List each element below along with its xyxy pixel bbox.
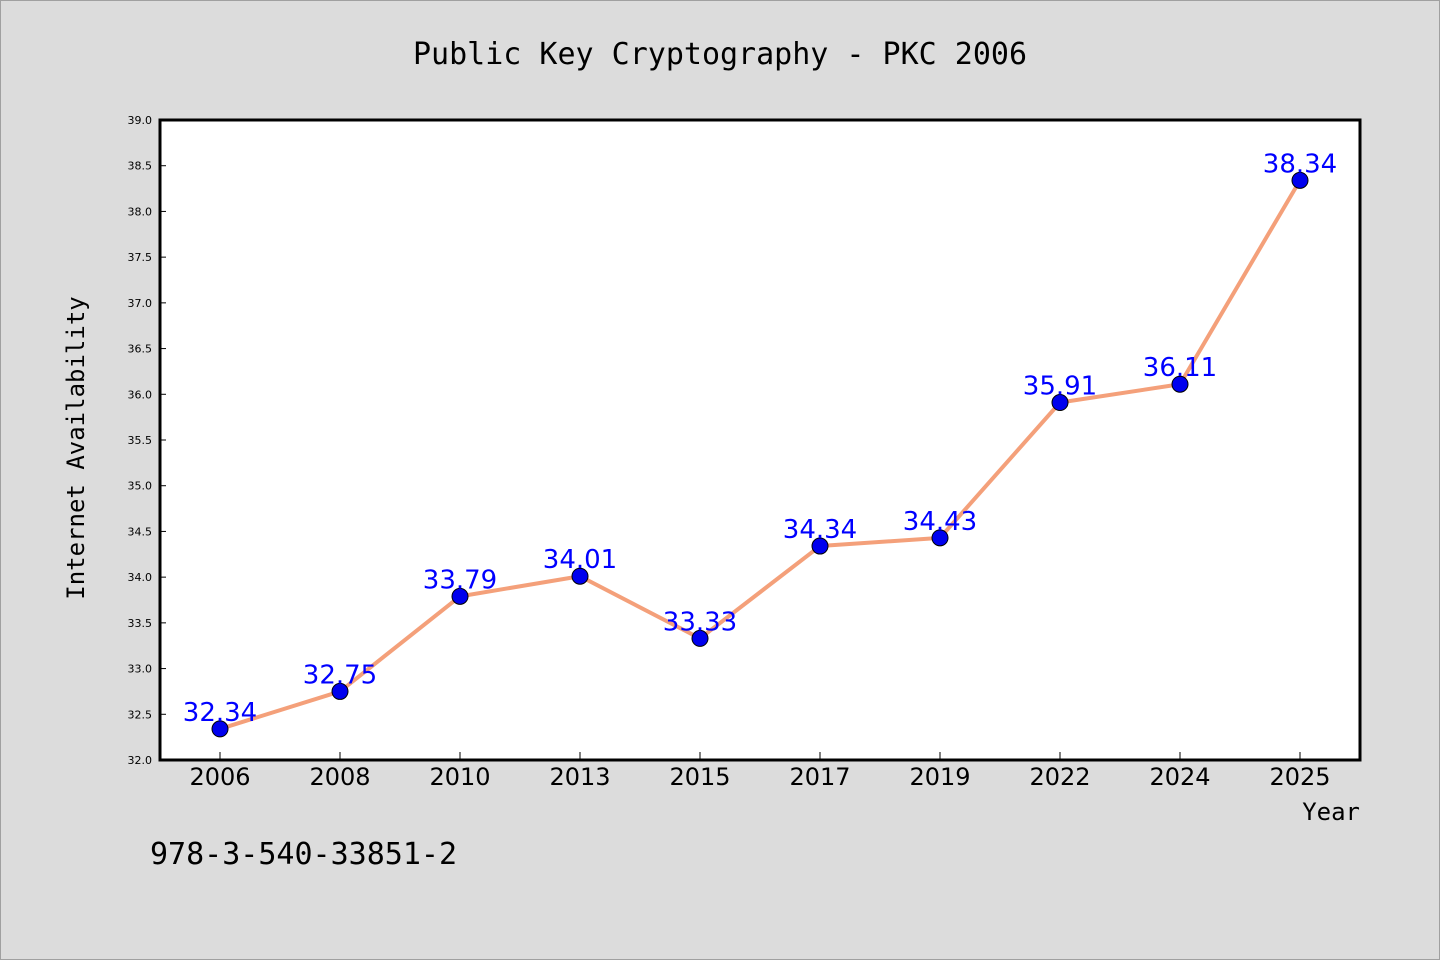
chart-title: Public Key Cryptography - PKC 2006 — [413, 37, 1027, 72]
y-tick-label: 33.0 — [128, 663, 153, 676]
data-point — [931, 529, 949, 547]
x-tick-label: 2015 — [669, 763, 730, 791]
y-tick-label: 35.0 — [128, 480, 153, 493]
x-tick-label: 2022 — [1029, 763, 1090, 791]
marker-group — [211, 171, 1309, 738]
plot-border — [158, 118, 1362, 762]
x-axis: 2006 2008 2010 2013 2015 2017 2019 2022 2024 2025 — [189, 752, 1331, 791]
y-tick-label: 37.0 — [128, 297, 153, 310]
data-label: 32.75 — [303, 660, 377, 690]
x-tick-label: 2008 — [309, 763, 370, 791]
data-label: 33.33 — [663, 607, 737, 637]
y-tick-label: 39.0 — [128, 114, 153, 127]
data-label: 32.34 — [183, 698, 257, 728]
data-label: 33.79 — [423, 565, 497, 595]
y-axis-label: Internet Availability — [62, 296, 90, 599]
data-label: 34.01 — [543, 545, 617, 575]
data-point — [1171, 375, 1189, 393]
x-tick-label: 2024 — [1149, 763, 1210, 791]
data-point — [811, 537, 829, 555]
data-point — [331, 682, 349, 700]
y-axis: 32.0 32.5 33.0 33.5 34.0 34.5 35.0 35.5 36.0 36.5… — [128, 114, 166, 767]
data-label: 35.91 — [1023, 372, 1097, 402]
data-point — [1291, 171, 1309, 189]
x-tick-label: 2025 — [1269, 763, 1330, 791]
y-tick-label: 33.5 — [128, 617, 153, 630]
y-tick-label: 37.5 — [128, 251, 153, 264]
data-point — [691, 629, 709, 647]
series-line-group — [219, 179, 1302, 731]
data-label: 38.34 — [1263, 149, 1337, 179]
series-line — [219, 179, 1302, 731]
x-tick-label: 2010 — [429, 763, 490, 791]
x-axis-label: Year — [1302, 798, 1360, 826]
y-tick-label: 36.0 — [128, 388, 153, 401]
y-tick-label: 38.0 — [128, 205, 153, 218]
isbn-footer: 978-3-540-33851-2 — [150, 837, 457, 872]
plot-area — [160, 120, 1360, 760]
y-tick-label: 34.0 — [128, 571, 153, 584]
y-tick-label: 32.5 — [128, 708, 153, 721]
data-point — [451, 587, 469, 605]
data-label-group: 32.34 32.75 33.79 34.01 33.33 34.34 34.43 35.91… — [183, 149, 1337, 728]
data-label: 34.43 — [903, 507, 977, 537]
x-tick-label: 2017 — [789, 763, 850, 791]
y-tick-label: 35.5 — [128, 434, 153, 447]
y-tick-label: 36.5 — [128, 343, 153, 356]
y-tick-label: 32.0 — [128, 754, 153, 767]
data-label: 36.11 — [1143, 353, 1217, 383]
data-point — [1051, 394, 1069, 412]
x-tick-label: 2006 — [189, 763, 250, 791]
x-tick-label: 2019 — [909, 763, 970, 791]
y-tick-label: 34.5 — [128, 525, 153, 538]
x-tick-label: 2013 — [549, 763, 610, 791]
data-label: 34.34 — [783, 515, 857, 545]
data-point — [211, 720, 229, 738]
y-tick-label: 38.5 — [128, 160, 153, 173]
data-point — [571, 567, 589, 585]
